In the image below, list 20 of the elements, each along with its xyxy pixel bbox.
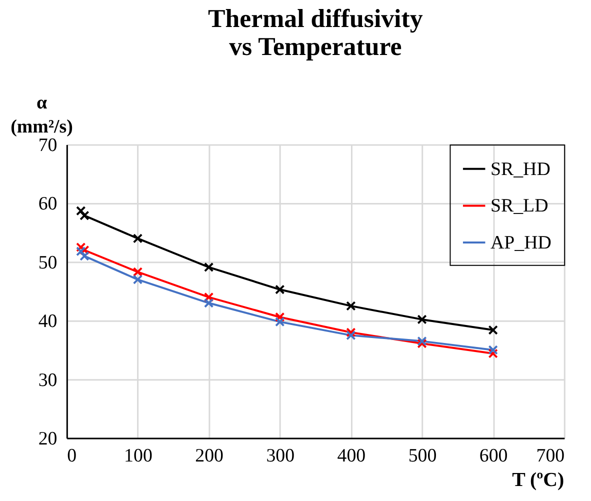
legend-label: AP_HD [490, 232, 552, 254]
x-tick-label: 400 [337, 445, 366, 466]
legend-label: SR_HD [490, 158, 550, 180]
x-tick-label: 200 [195, 445, 224, 466]
text: vs Temperature [229, 32, 402, 61]
x-tick-label: 700 [536, 445, 565, 466]
text: α [36, 92, 48, 114]
y-tick-label: 20 [38, 428, 58, 450]
x-tick-label: 500 [408, 445, 437, 466]
y-tick-label: 40 [38, 311, 58, 332]
y-tick-label: 60 [38, 194, 58, 215]
y-tick-label: 30 [38, 370, 58, 391]
y-tick-label: 50 [38, 252, 58, 274]
legend-label: SR_LD [490, 196, 548, 217]
text: Thermal diffusivity [208, 4, 423, 34]
x-axis-title: T (ºC) [512, 468, 564, 491]
x-tick-label: 300 [266, 445, 295, 466]
x-tick-label: 100 [124, 445, 152, 466]
x-tick-label: 0 [67, 445, 77, 466]
x-tick-label: 600 [479, 445, 508, 466]
